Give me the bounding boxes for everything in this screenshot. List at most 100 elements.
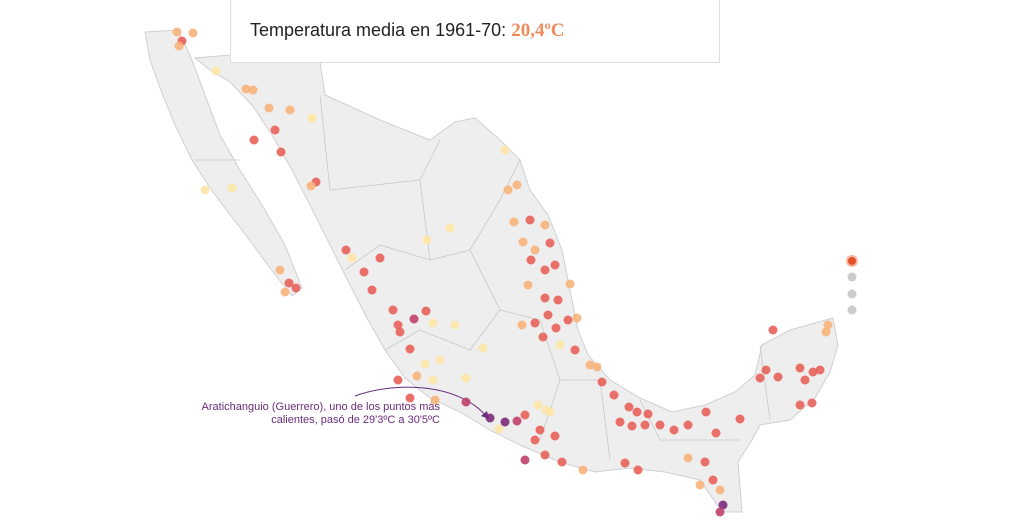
station-dot (551, 323, 561, 333)
station-dot (485, 413, 495, 423)
station-dot (632, 407, 642, 417)
station-dot (620, 458, 630, 468)
station-dot (655, 420, 665, 430)
station-dot (701, 407, 711, 417)
station-dot (823, 320, 833, 330)
station-dot (291, 283, 301, 293)
station-dot (640, 420, 650, 430)
station-dot (512, 416, 522, 426)
station-dot (428, 375, 438, 385)
station-dot (284, 278, 294, 288)
station-dot (405, 393, 415, 403)
station-dot (800, 375, 810, 385)
annotation-arrow (354, 386, 487, 417)
station-dot (393, 375, 403, 385)
station-dot (761, 365, 771, 375)
station-dot (627, 421, 637, 431)
station-dot (538, 332, 548, 342)
station-dot (683, 420, 693, 430)
station-dot (540, 450, 550, 460)
station-dot (795, 400, 805, 410)
station-dot (669, 425, 679, 435)
station-dot (533, 400, 543, 410)
station-dot (264, 103, 274, 113)
station-dot (585, 360, 595, 370)
station-dot (615, 417, 625, 427)
nav-dot[interactable] (847, 289, 857, 299)
station-dot (711, 428, 721, 438)
station-dot (211, 66, 221, 76)
annotation-text: calientes, pasó de 29'3ºC a 30'5ºC (271, 414, 440, 426)
station-dot (543, 310, 553, 320)
station-dot (518, 237, 528, 247)
station-dot (695, 480, 705, 490)
station-dot (773, 372, 783, 382)
station-dot (409, 314, 419, 324)
station-dot (517, 320, 527, 330)
station-dot (530, 318, 540, 328)
station-dot (540, 265, 550, 275)
station-dot (715, 507, 725, 517)
station-dot (200, 185, 210, 195)
station-dots (172, 27, 833, 517)
station-dot (523, 280, 533, 290)
station-dot (500, 417, 510, 427)
annotation-text: Aratichanguio (Guerrero), uno de los pun… (202, 401, 441, 413)
station-dot (718, 500, 728, 510)
header-title: Temperatura media en 1961-70: 20,4ºC (250, 20, 564, 42)
station-dot (388, 305, 398, 315)
station-dot (565, 279, 575, 289)
station-dot (530, 435, 540, 445)
station-dot (428, 318, 438, 328)
station-dot (241, 84, 251, 94)
station-dot (509, 217, 519, 227)
station-dot (545, 407, 555, 417)
station-dot (450, 320, 460, 330)
header-box: Temperatura media en 1961-70: 20,4ºC (230, 0, 720, 63)
station-dot (755, 373, 765, 383)
nav-dot-active[interactable] (846, 255, 858, 267)
nav-dot[interactable] (847, 305, 857, 315)
title-text: Temperatura media en 1961-70: (250, 20, 507, 40)
station-dot (306, 181, 316, 191)
station-dot (412, 371, 422, 381)
station-dot (359, 267, 369, 277)
station-dot (520, 410, 530, 420)
station-dot (525, 215, 535, 225)
station-dot (540, 220, 550, 230)
station-dot (768, 325, 778, 335)
station-dot (609, 390, 619, 400)
station-dot (285, 105, 295, 115)
station-dot (393, 320, 403, 330)
station-dot (395, 327, 405, 337)
station-dot (420, 359, 430, 369)
station-dot (275, 265, 285, 275)
station-dot (461, 373, 471, 383)
station-dot (683, 453, 693, 463)
station-dot (494, 424, 504, 434)
station-dot (700, 457, 710, 467)
nav-dot[interactable] (847, 272, 857, 282)
station-dot (520, 455, 530, 465)
station-dot (557, 457, 567, 467)
station-dot (526, 255, 536, 265)
station-dot (307, 113, 317, 123)
station-dot (430, 395, 440, 405)
station-dot (578, 465, 588, 475)
station-dot (435, 355, 445, 365)
station-dot (172, 27, 182, 37)
station-dot (422, 235, 432, 245)
station-dot (248, 85, 258, 95)
station-dot (341, 245, 351, 255)
station-dot (421, 306, 431, 316)
station-dot (540, 293, 550, 303)
station-dot (550, 260, 560, 270)
station-dot (570, 345, 580, 355)
station-dot (597, 377, 607, 387)
station-dot (592, 362, 602, 372)
station-dot (624, 402, 634, 412)
station-dot (807, 398, 817, 408)
station-dot (553, 295, 563, 305)
